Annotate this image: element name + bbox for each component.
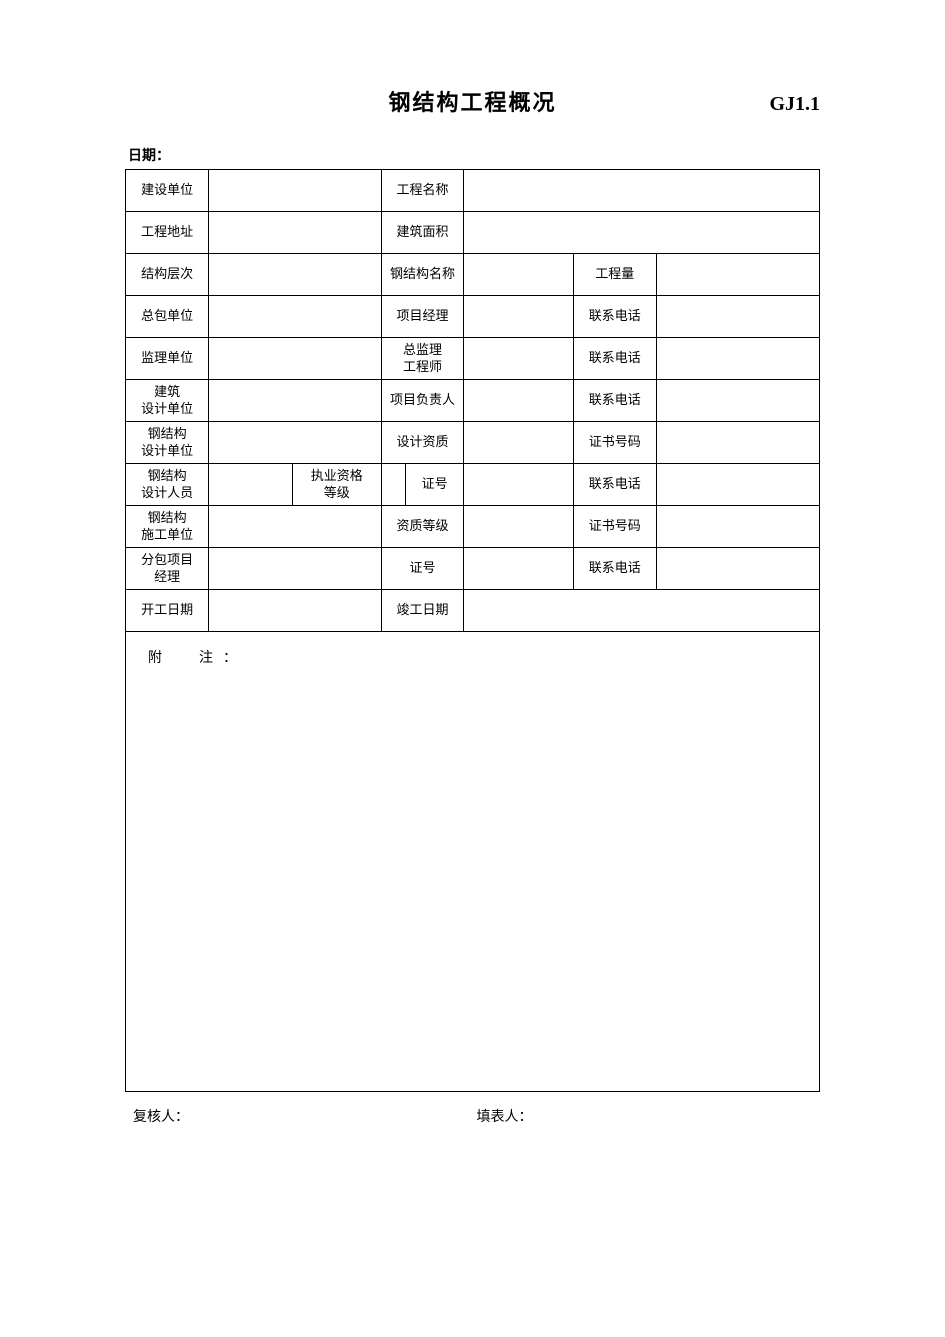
value-contact-phone-1: [656, 296, 819, 338]
table-row: 工程地址 建筑面积: [126, 212, 820, 254]
reviewer-label: 复核人：: [133, 1106, 477, 1126]
label-structure-level: 结构层次: [126, 254, 209, 296]
value-steel-construction-unit: [209, 506, 382, 548]
label-steel-structure-name: 钢结构名称: [382, 254, 464, 296]
value-cert-no-1: [463, 464, 573, 506]
value-project-quantity: [656, 254, 819, 296]
value-certificate-number-1: [656, 422, 819, 464]
form-page: 钢结构工程概况 GJ1.1 日期： 建设单位 工程名称 工程地址 建: [0, 0, 945, 1126]
label-steel-design-unit: 钢结构设计单位: [126, 422, 209, 464]
label-certificate-number-1: 证书号码: [573, 422, 656, 464]
notes-row: 附 注：: [126, 632, 820, 1092]
label-contact-phone-2: 联系电话: [573, 338, 656, 380]
label-supervision-unit: 监理单位: [126, 338, 209, 380]
label-design-qualification: 设计资质: [382, 422, 464, 464]
value-start-date: [209, 590, 382, 632]
value-contact-phone-2: [656, 338, 819, 380]
value-construction-unit: [209, 170, 382, 212]
value-steel-designer: [209, 464, 292, 506]
header-row: 钢结构工程概况 GJ1.1: [125, 85, 820, 117]
label-contact-phone-4: 联系电话: [573, 464, 656, 506]
table-row: 开工日期 竣工日期: [126, 590, 820, 632]
form-title: 钢结构工程概况: [265, 85, 680, 117]
table-row: 钢结构施工单位 资质等级 证书号码: [126, 506, 820, 548]
label-contact-phone-5: 联系电话: [573, 548, 656, 590]
label-steel-construction-unit: 钢结构施工单位: [126, 506, 209, 548]
table-row: 监理单位 总监理工程师 联系电话: [126, 338, 820, 380]
notes-cell: 附 注：: [126, 632, 820, 1092]
table-row: 分包项目经理 证号 联系电话: [126, 548, 820, 590]
value-structure-level: [209, 254, 382, 296]
table-row: 建筑设计单位 项目负责人 联系电话: [126, 380, 820, 422]
label-completion-date: 竣工日期: [382, 590, 464, 632]
label-qualification-level: 执业资格等级: [292, 464, 382, 506]
main-form-table: 建设单位 工程名称 工程地址 建筑面积 结构层次 钢结构名称 工程量 总包单位 …: [125, 169, 820, 1092]
label-cert-no-2: 证号: [382, 548, 464, 590]
label-construction-unit: 建设单位: [126, 170, 209, 212]
value-steel-structure-name: [463, 254, 573, 296]
value-project-address: [209, 212, 382, 254]
preparer-label: 填表人：: [477, 1106, 821, 1126]
label-chief-supervision-engineer: 总监理工程师: [382, 338, 464, 380]
value-subcontract-pm: [209, 548, 382, 590]
form-code: GJ1.1: [680, 93, 820, 116]
table-row: 钢结构设计人员 执业资格等级 证号 联系电话: [126, 464, 820, 506]
value-design-qualification: [463, 422, 573, 464]
value-chief-supervision-engineer: [463, 338, 573, 380]
value-project-leader: [463, 380, 573, 422]
label-qualification-grade: 资质等级: [382, 506, 464, 548]
value-supervision-unit: [209, 338, 382, 380]
label-project-address: 工程地址: [126, 212, 209, 254]
value-contact-phone-4: [656, 464, 819, 506]
label-general-contractor: 总包单位: [126, 296, 209, 338]
value-steel-design-unit: [209, 422, 382, 464]
label-subcontract-pm: 分包项目经理: [126, 548, 209, 590]
value-building-area: [463, 212, 819, 254]
value-contact-phone-5: [656, 548, 819, 590]
table-row: 结构层次 钢结构名称 工程量: [126, 254, 820, 296]
label-project-name: 工程名称: [382, 170, 464, 212]
label-start-date: 开工日期: [126, 590, 209, 632]
label-project-manager: 项目经理: [382, 296, 464, 338]
label-contact-phone-1: 联系电话: [573, 296, 656, 338]
label-project-quantity: 工程量: [573, 254, 656, 296]
table-row: 总包单位 项目经理 联系电话: [126, 296, 820, 338]
table-row: 钢结构设计单位 设计资质 证书号码: [126, 422, 820, 464]
value-completion-date: [463, 590, 819, 632]
value-general-contractor: [209, 296, 382, 338]
label-steel-designer: 钢结构设计人员: [126, 464, 209, 506]
footer-row: 复核人： 填表人：: [125, 1106, 820, 1126]
label-arch-design-unit: 建筑设计单位: [126, 380, 209, 422]
label-building-area: 建筑面积: [382, 212, 464, 254]
value-cert-no-2: [463, 548, 573, 590]
value-project-manager: [463, 296, 573, 338]
value-project-name: [463, 170, 819, 212]
label-contact-phone-3: 联系电话: [573, 380, 656, 422]
value-certificate-number-2: [656, 506, 819, 548]
value-contact-phone-3: [656, 380, 819, 422]
value-qualification-grade: [463, 506, 573, 548]
date-label: 日期：: [125, 145, 820, 165]
label-project-leader: 项目负责人: [382, 380, 464, 422]
label-certificate-number-2: 证书号码: [573, 506, 656, 548]
label-cert-no-1: 证号: [406, 464, 464, 506]
value-qualification-level: [382, 464, 406, 506]
notes-label: 附 注：: [148, 651, 247, 666]
table-row: 建设单位 工程名称: [126, 170, 820, 212]
value-arch-design-unit: [209, 380, 382, 422]
